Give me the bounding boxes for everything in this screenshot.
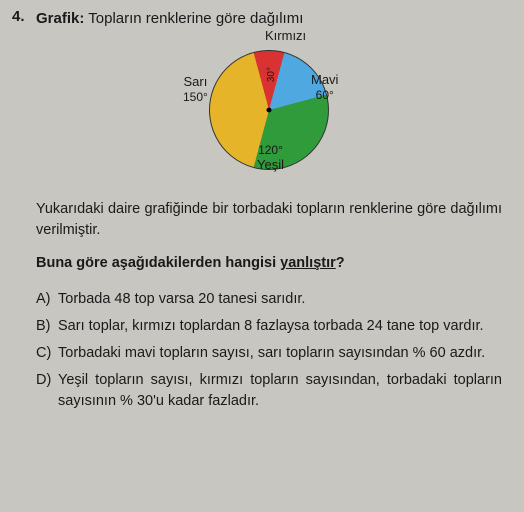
option-text: Torbadaki mavi topların sayısı, sarı top…: [58, 343, 502, 364]
option-text: Sarı toplar, kırmızı toplardan 8 fazlays…: [58, 316, 502, 337]
option-letter: D): [36, 370, 58, 412]
title-rest: Topların renklerine göre dağılımı: [84, 10, 303, 27]
description-paragraph: Yukarıdaki daire grafiğinde bir torbadak…: [36, 199, 502, 241]
option-d: D) Yeşil topların sayısı, kırmızı toplar…: [36, 370, 502, 412]
option-a: A) Torbada 48 top varsa 20 tanesi sarıdı…: [36, 289, 502, 310]
question-number: 4.: [12, 8, 25, 25]
label-yesil-deg: 120°: [258, 143, 283, 157]
question-lead: Buna göre aşağıdakilerden hangisi: [36, 255, 280, 271]
label-yesil-name: Yeşil: [257, 157, 284, 172]
label-kirmizi: Kırmızı: [265, 29, 306, 44]
option-b: B) Sarı toplar, kırmızı toplardan 8 fazl…: [36, 316, 502, 337]
option-text: Torbada 48 top varsa 20 tanesi sarıdır.: [58, 289, 502, 310]
label-yesil: 120° Yeşil: [257, 143, 284, 173]
option-text: Yeşil topların sayısı, kırmızı topların …: [58, 370, 502, 412]
label-sari-deg: 150°: [183, 90, 208, 104]
pie-chart: Kırmızı Mavi 60° 120° Yeşil Sarı 150° 30…: [169, 35, 369, 185]
label-mavi: Mavi 60°: [311, 73, 338, 103]
label-thirty-deg: 30°: [266, 67, 277, 82]
question-underlined: yanlıştır: [280, 255, 336, 271]
option-letter: C): [36, 343, 58, 364]
options-list: A) Torbada 48 top varsa 20 tanesi sarıdı…: [36, 289, 502, 412]
pie-center-dot: [267, 108, 272, 113]
option-letter: A): [36, 289, 58, 310]
question-tail: ?: [336, 255, 345, 271]
label-mavi-name: Mavi: [311, 72, 338, 87]
title-bold: Grafik:: [36, 10, 84, 27]
label-sari: Sarı 150°: [183, 75, 208, 105]
label-sari-name: Sarı: [183, 74, 207, 89]
label-mavi-deg: 60°: [316, 88, 334, 102]
question-text: Buna göre aşağıdakilerden hangisi yanlış…: [36, 255, 502, 271]
option-letter: B): [36, 316, 58, 337]
option-c: C) Torbadaki mavi topların sayısı, sarı …: [36, 343, 502, 364]
title-line: Grafik: Topların renklerine göre dağılım…: [36, 10, 502, 27]
pie-chart-wrap: Kırmızı Mavi 60° 120° Yeşil Sarı 150° 30…: [36, 35, 502, 185]
